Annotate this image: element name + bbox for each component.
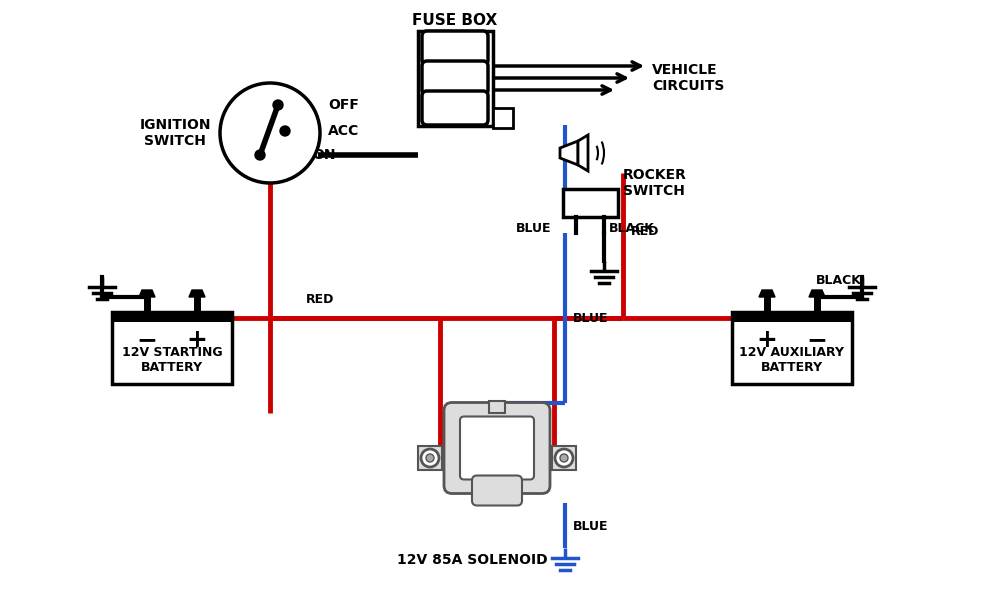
Bar	[418, 31, 492, 126]
Text: OFF: OFF	[328, 98, 359, 112]
Text: VEHICLE
CIRCUITS: VEHICLE CIRCUITS	[652, 63, 724, 93]
Text: ON: ON	[312, 148, 336, 162]
Polygon shape	[578, 135, 588, 171]
Bar	[418, 446, 442, 470]
Circle shape	[426, 454, 434, 462]
Text: RED: RED	[631, 224, 659, 237]
Polygon shape	[560, 141, 578, 165]
Text: 12V 85A SOLENOID: 12V 85A SOLENOID	[397, 553, 547, 567]
Text: −: −	[137, 328, 158, 352]
Circle shape	[255, 150, 265, 160]
Text: BLACK: BLACK	[816, 274, 862, 287]
Bar	[112, 312, 232, 384]
Text: BLUE: BLUE	[573, 519, 608, 533]
Polygon shape	[139, 290, 155, 297]
Polygon shape	[759, 290, 775, 297]
Bar	[562, 189, 618, 217]
FancyBboxPatch shape	[460, 416, 534, 479]
Text: +: +	[757, 328, 777, 352]
Text: FUSE BOX: FUSE BOX	[412, 12, 498, 28]
Text: −: −	[806, 328, 827, 352]
Polygon shape	[809, 290, 825, 297]
Text: +: +	[187, 328, 207, 352]
Circle shape	[273, 100, 283, 110]
Text: RED: RED	[306, 293, 334, 306]
Circle shape	[220, 83, 320, 183]
Bar	[489, 400, 505, 413]
FancyBboxPatch shape	[422, 61, 488, 95]
FancyBboxPatch shape	[422, 91, 488, 125]
Bar	[732, 312, 852, 322]
Text: BLUE: BLUE	[573, 311, 608, 324]
Bar	[732, 312, 852, 384]
Circle shape	[555, 449, 573, 467]
FancyBboxPatch shape	[422, 31, 488, 65]
Bar	[112, 312, 232, 322]
Text: BLUE: BLUE	[516, 222, 551, 235]
FancyBboxPatch shape	[472, 476, 522, 506]
Text: 12V STARTING
BATTERY: 12V STARTING BATTERY	[122, 346, 222, 374]
FancyBboxPatch shape	[444, 403, 550, 493]
Circle shape	[421, 449, 439, 467]
Circle shape	[560, 454, 568, 462]
Text: IGNITION
SWITCH: IGNITION SWITCH	[139, 118, 211, 148]
Text: 12V AUXILIARY
BATTERY: 12V AUXILIARY BATTERY	[739, 346, 844, 374]
Polygon shape	[189, 290, 205, 297]
Text: BLACK: BLACK	[609, 222, 655, 235]
Bar	[552, 446, 576, 470]
Bar	[492, 107, 512, 128]
Circle shape	[280, 126, 290, 136]
Text: ACC: ACC	[328, 124, 359, 138]
Text: ROCKER
SWITCH: ROCKER SWITCH	[623, 168, 687, 198]
